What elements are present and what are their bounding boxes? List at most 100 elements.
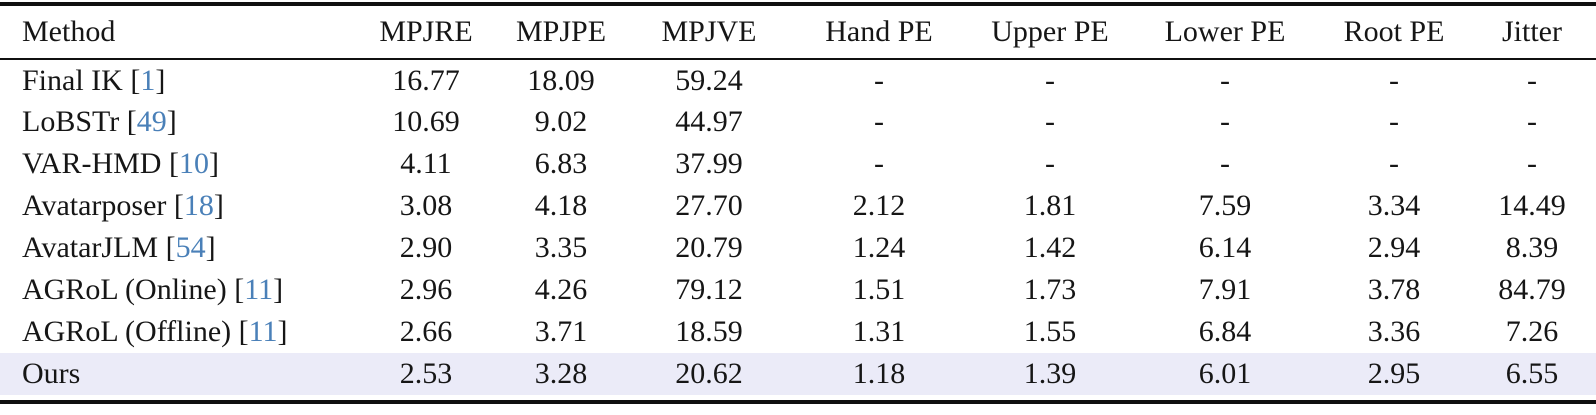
table-row-agrol-online: AGRoL (Online) [11] 2.96 4.26 79.12 1.51 1.73…: [0, 269, 1596, 311]
value-cell-mpjpe: 9.02: [534, 105, 588, 138]
value-cell-root-pe: -: [1389, 63, 1399, 97]
value-cell-mpjve: 37.99: [675, 147, 743, 180]
citation-link[interactable]: 18: [183, 189, 214, 222]
citation-open-bracket: [: [158, 231, 176, 264]
value-cell-mpjre: 2.66: [399, 315, 453, 348]
value-cell-jitter: 14.49: [1498, 189, 1566, 222]
value-cell-root-pe: 3.34: [1367, 189, 1421, 222]
value-cell-root-pe: 2.94: [1367, 231, 1421, 264]
value-cell-lower-pe: -: [1220, 147, 1230, 180]
citation-open-bracket: [: [166, 189, 184, 222]
method-name: AGRoL (Offline): [22, 315, 232, 348]
value-cell-mpjre: 2.90: [399, 231, 453, 264]
method-name: Ours: [22, 357, 81, 390]
citation-close-bracket: ]: [166, 105, 177, 138]
value-cell-mpjve: 59.24: [675, 63, 743, 97]
value-cell-mpjre: 3.08: [399, 189, 453, 222]
value-cell-upper-pe: -: [1045, 63, 1055, 97]
value-cell-mpjpe: 3.71: [534, 315, 588, 348]
value-cell-hand-pe: -: [874, 105, 884, 138]
value-cell-lower-pe: 6.01: [1130, 353, 1320, 395]
method-cell: AvatarJLM [54]: [0, 227, 360, 269]
value-cell-root-pe: 2.95: [1320, 353, 1468, 395]
method-cell: Ours: [0, 353, 360, 395]
value-cell-lower-pe: 6.84: [1198, 315, 1252, 348]
value-cell-root-pe: 3.36: [1367, 315, 1421, 348]
citation-link[interactable]: 1: [140, 63, 156, 97]
table-row-lobstr: LoBSTr [49] 10.69 9.02 44.97 - - - - -: [0, 101, 1596, 143]
column-header-method: Method: [0, 4, 360, 60]
value-cell-mpjre: 10.69: [392, 105, 460, 138]
method-name: AvatarJLM: [22, 231, 159, 264]
citation-link[interactable]: 11: [248, 315, 278, 348]
citation-close-bracket: ]: [277, 315, 288, 348]
table-row-var-hmd: VAR-HMD [10] 4.11 6.83 37.99 - - - - -: [0, 143, 1596, 185]
citation-open-bracket: [: [119, 105, 137, 138]
value-cell-upper-pe: 1.42: [1023, 231, 1077, 264]
value-cell-mpjpe: 3.35: [534, 231, 588, 264]
column-header-jitter: Jitter: [1468, 4, 1596, 60]
value-cell-lower-pe: 6.14: [1198, 231, 1252, 264]
method-cell: AGRoL (Offline) [11]: [0, 311, 360, 353]
table-body: Final IK [1] 16.77 18.09 59.24 - - - - - LoBSTr […: [0, 59, 1596, 395]
value-cell-upper-pe: -: [1045, 147, 1055, 180]
value-cell-lower-pe: -: [1220, 63, 1230, 97]
value-cell-jitter: 8.39: [1505, 231, 1559, 264]
value-cell-root-pe: -: [1389, 105, 1399, 138]
citation-link[interactable]: 54: [175, 231, 206, 264]
value-cell-mpjpe: 6.83: [534, 147, 588, 180]
column-header-mpjpe: MPJPE: [492, 4, 630, 60]
value-cell-hand-pe: 2.12: [852, 189, 906, 222]
value-cell-upper-pe: 1.73: [1023, 273, 1077, 306]
table-header: Method MPJRE MPJPE MPJVE Hand PE Upper PE Lowe…: [0, 4, 1596, 60]
value-cell-lower-pe: 7.91: [1198, 273, 1252, 306]
column-header-root-pe: Root PE: [1320, 4, 1468, 60]
value-cell-mpjpe: 3.28: [492, 353, 630, 395]
value-cell-jitter: -: [1527, 147, 1537, 180]
citation-link[interactable]: 49: [136, 105, 167, 138]
citation-link[interactable]: 10: [178, 147, 209, 180]
value-cell-hand-pe: 1.18: [788, 353, 970, 395]
value-cell-hand-pe: 1.31: [852, 315, 906, 348]
value-cell-jitter: -: [1527, 105, 1537, 138]
results-table: Method MPJRE MPJPE MPJVE Hand PE Upper PE Lowe…: [0, 2, 1596, 395]
citation-close-bracket: ]: [205, 231, 216, 264]
value-cell-mpjre: 16.77: [392, 63, 460, 97]
citation-close-bracket: ]: [273, 273, 284, 306]
column-header-hand-pe: Hand PE: [788, 4, 970, 60]
value-cell-jitter: 84.79: [1498, 273, 1566, 306]
value-cell-mpjre: 2.53: [360, 353, 492, 395]
value-cell-mpjve: 20.62: [630, 353, 788, 395]
value-cell-hand-pe: 1.24: [852, 231, 906, 264]
citation-link[interactable]: 11: [244, 273, 274, 306]
value-cell-jitter: 6.55: [1468, 353, 1596, 395]
value-cell-mpjpe: 4.18: [534, 189, 588, 222]
value-cell-jitter: -: [1527, 63, 1537, 97]
table-row-avatarjlm: AvatarJLM [54] 2.90 3.35 20.79 1.24 1.42 6.14 2…: [0, 227, 1596, 269]
table-row-agrol-offline: AGRoL (Offline) [11] 2.66 3.71 18.59 1.31 1.5…: [0, 311, 1596, 353]
value-cell-root-pe: -: [1389, 147, 1399, 180]
method-cell: Final IK [1]: [0, 59, 360, 101]
value-cell-hand-pe: -: [874, 147, 884, 180]
value-cell-mpjpe: 18.09: [527, 63, 595, 97]
citation-open-bracket: [: [226, 273, 245, 306]
value-cell-upper-pe: 1.55: [1023, 315, 1077, 348]
column-header-lower-pe: Lower PE: [1130, 4, 1320, 60]
citation-close-bracket: ]: [155, 63, 166, 97]
column-header-mpjre: MPJRE: [360, 4, 492, 60]
column-header-upper-pe: Upper PE: [970, 4, 1130, 60]
method-cell: Avatarposer [18]: [0, 185, 360, 227]
value-cell-mpjve: 27.70: [675, 189, 743, 222]
value-cell-mpjre: 4.11: [400, 147, 452, 180]
value-cell-upper-pe: 1.81: [1023, 189, 1077, 222]
value-cell-lower-pe: 7.59: [1198, 189, 1252, 222]
table-row-avatarposer: Avatarposer [18] 3.08 4.18 27.70 2.12 1.81 7.5…: [0, 185, 1596, 227]
method-cell: LoBSTr [49]: [0, 101, 360, 143]
method-name: AGRoL (Online): [22, 273, 227, 306]
table-row-ours: Ours 2.53 3.28 20.62 1.18 1.39 6.01 2.95 6.55: [0, 353, 1596, 395]
header-row: Method MPJRE MPJPE MPJVE Hand PE Upper PE Lowe…: [0, 4, 1596, 60]
method-cell: AGRoL (Online) [11]: [0, 269, 360, 311]
value-cell-hand-pe: 1.51: [852, 273, 906, 306]
citation-close-bracket: ]: [213, 189, 224, 222]
column-header-mpjve: MPJVE: [630, 4, 788, 60]
